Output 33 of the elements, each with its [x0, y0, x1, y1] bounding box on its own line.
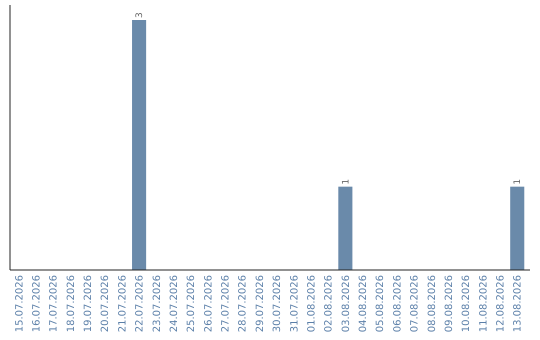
- x-tick-label: 20.07.2026: [100, 275, 112, 332]
- x-tick-label: 25.07.2026: [186, 275, 198, 332]
- x-tick-label: 17.07.2026: [48, 275, 60, 332]
- x-tick-label: 19.07.2026: [83, 275, 94, 332]
- x-tick-label: 09.08.2026: [444, 275, 455, 332]
- x-tick-label: 30.07.2026: [272, 275, 284, 332]
- data-label: 3: [135, 12, 146, 18]
- x-tick-label: 27.07.2026: [220, 275, 232, 332]
- x-tick-label: 13.08.2026: [512, 275, 524, 332]
- x-tick-label: 05.08.2026: [375, 275, 386, 332]
- x-tick-label: 10.08.2026: [461, 275, 472, 332]
- x-tick-label: 23.07.2026: [152, 275, 163, 332]
- x-tick-label: 16.07.2026: [31, 275, 42, 332]
- x-tick-label: 11.08.2026: [478, 275, 490, 332]
- x-tick-label: 21.07.2026: [117, 275, 128, 332]
- x-tick-label: 06.08.2026: [392, 275, 404, 332]
- x-tick-label: 08.08.2026: [426, 275, 438, 332]
- x-tick-label: 29.07.2026: [254, 275, 266, 332]
- x-tick-label: 22.07.2026: [134, 275, 146, 332]
- x-tick-label: 15.07.2026: [14, 275, 26, 332]
- x-tick-label: 03.08.2026: [340, 275, 352, 332]
- x-tick-label: 31.07.2026: [289, 275, 300, 332]
- x-tick-label: 12.08.2026: [496, 275, 507, 332]
- x-tick-label: 26.07.2026: [203, 275, 214, 332]
- x-tick-label: 28.07.2026: [238, 275, 249, 332]
- x-tick-label: 18.07.2026: [66, 275, 77, 332]
- x-tick-label: 24.07.2026: [168, 275, 180, 332]
- data-label: 1: [341, 178, 352, 185]
- data-label: 1: [513, 178, 524, 185]
- x-tick-label: 07.08.2026: [410, 275, 421, 332]
- x-tick-label: 04.08.2026: [358, 275, 370, 332]
- x-tick-label: 02.08.2026: [324, 275, 335, 332]
- x-tick-label: 01.08.2026: [306, 275, 318, 332]
